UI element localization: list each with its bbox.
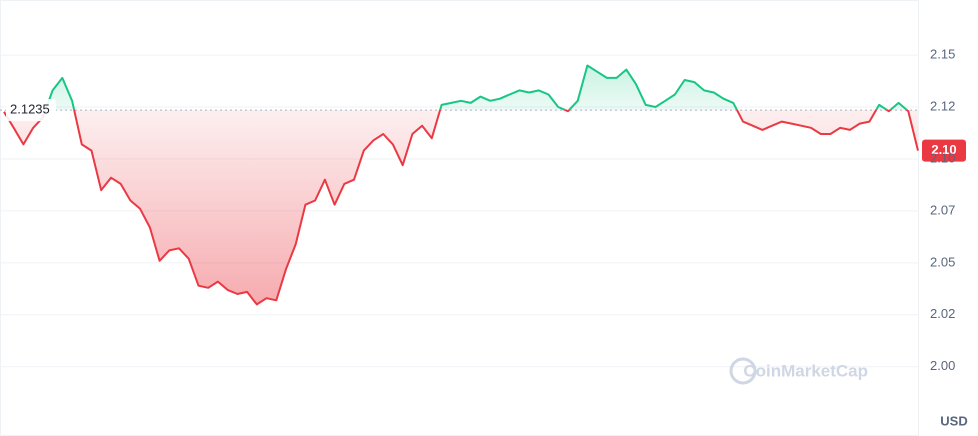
y-tick-label: 2.00 — [930, 358, 955, 373]
y-tick-label: 2.15 — [930, 47, 955, 62]
watermark-logo — [729, 357, 757, 385]
price-line — [3, 64, 919, 306]
baseline-label: 2.1235 — [10, 102, 50, 117]
y-tick-label: 2.10 — [930, 150, 955, 165]
area-fill — [4, 65, 918, 305]
price-tag-label: 2.10 — [931, 142, 956, 157]
baseline-tag — [6, 99, 56, 122]
watermark: CoinMarketCap — [743, 361, 868, 380]
y-tick-label: 2.07 — [930, 202, 955, 217]
y-tick-label: 2.02 — [930, 306, 955, 321]
y-tick-label: 2.12 — [930, 98, 955, 113]
price-tag — [922, 139, 966, 162]
y-tick-label: 2.05 — [930, 254, 955, 269]
y-unit: USD — [940, 413, 967, 428]
